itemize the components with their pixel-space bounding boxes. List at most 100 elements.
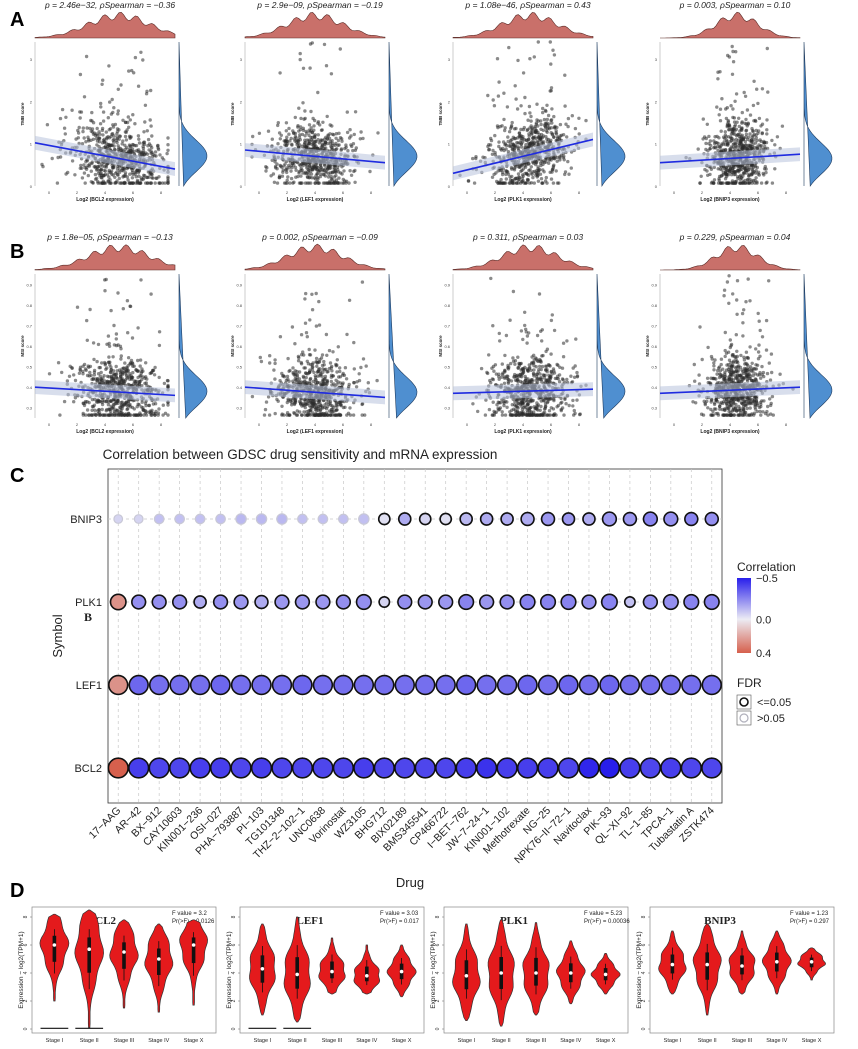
y-tick-label: 0.4: [444, 385, 450, 390]
scatter-point: [115, 411, 119, 416]
scatter-point: [78, 72, 83, 77]
scatter-point: [540, 328, 544, 332]
scatter-point: [560, 400, 564, 404]
scatter-point: [154, 409, 158, 414]
scatter-point: [137, 403, 141, 407]
y-tick-label: 0.5: [651, 365, 657, 370]
scatter-point: [166, 175, 170, 179]
scatter-point: [126, 331, 130, 335]
scatter-point: [130, 68, 134, 73]
right-density: [596, 273, 626, 419]
scatter-point: [72, 373, 76, 377]
scatter-point: [88, 307, 92, 312]
scatter-point: [66, 170, 70, 175]
scatter-point: [348, 169, 352, 173]
scatter-point: [123, 181, 128, 185]
scatter-point: [285, 166, 289, 170]
scatter-point: [311, 139, 315, 143]
scatter-point: [131, 113, 135, 117]
scatter-point: [497, 180, 502, 184]
scatter-point: [316, 121, 320, 125]
scatter-point: [486, 93, 490, 98]
scatter-point: [321, 379, 325, 383]
scatter-point: [259, 359, 264, 364]
scatter-point: [531, 160, 535, 164]
scatter-point: [298, 133, 302, 137]
scatter-point: [760, 87, 765, 91]
scatter-point: [736, 132, 740, 137]
scatter-point: [558, 156, 562, 160]
scatter-point: [521, 337, 525, 342]
scatter-point: [519, 361, 523, 366]
scatter-point: [325, 114, 329, 119]
scatter-point: [166, 403, 170, 407]
stats-caption: p = 1.08e−46, ρSpearman = 0.43: [464, 0, 590, 10]
scatter-point: [553, 156, 557, 160]
scatter-point: [336, 345, 340, 349]
scatter-point: [62, 126, 67, 130]
scatter-point: [150, 154, 155, 159]
scatter-point: [549, 62, 553, 66]
scatter-point: [112, 323, 116, 328]
scatter-point: [97, 137, 101, 141]
y-tick-label: 0.5: [236, 365, 242, 370]
scatter-point: [289, 136, 293, 141]
scatter-point: [359, 365, 363, 370]
scatter-point: [491, 148, 495, 153]
scatter-point: [752, 132, 756, 137]
scatter-point: [307, 164, 312, 168]
scatter-point: [739, 353, 743, 358]
scatter-point: [114, 138, 119, 143]
scatter-point: [527, 379, 531, 383]
scatter-point: [509, 166, 514, 170]
scatter-point: [136, 134, 141, 138]
top-density: [452, 12, 594, 39]
scatter-point: [765, 371, 770, 376]
scatter-point: [476, 409, 480, 414]
scatter-point: [712, 407, 717, 411]
scatter-point: [712, 181, 716, 185]
scatter-point: [765, 180, 769, 184]
scatter-point: [513, 136, 518, 141]
scatter-point: [299, 360, 303, 365]
regression-line: [452, 138, 594, 175]
scatter-point: [336, 168, 340, 172]
scatter-point: [107, 407, 111, 411]
scatter-point: [119, 410, 123, 415]
scatter-point: [309, 128, 313, 133]
scatter-point: [314, 360, 318, 364]
scatter-point: [303, 181, 308, 185]
scatter-point: [79, 163, 83, 168]
scatter-point: [737, 116, 741, 121]
scatter-point: [312, 124, 316, 128]
y-tick-label: 2: [240, 99, 243, 104]
scatter-point: [505, 405, 509, 409]
scatter-point: [575, 398, 579, 402]
scatter-point: [510, 174, 514, 179]
scatter-point: [512, 375, 516, 379]
scatter-point: [96, 171, 101, 175]
scatter-point: [502, 403, 506, 408]
scatter-point: [305, 409, 309, 414]
scatter-point: [146, 137, 151, 142]
scatter-point: [535, 333, 540, 338]
scatter-point: [326, 181, 330, 185]
scatter-point: [760, 131, 764, 136]
scatter-point: [280, 412, 284, 416]
scatter-point: [534, 173, 538, 177]
stats-caption: p = 1.8e−05, ρSpearman = −0.13: [46, 232, 173, 242]
scatter-point: [137, 174, 141, 178]
scatter-point: [692, 362, 696, 367]
scatter-point: [303, 109, 307, 113]
scatter-point: [271, 172, 276, 176]
scatter-point: [552, 397, 556, 401]
scatter-point: [557, 181, 561, 185]
scatter-point: [765, 46, 769, 51]
scatter-point: [323, 413, 327, 417]
scatter-point: [707, 134, 711, 139]
scatter-point: [109, 368, 113, 372]
scatter-point: [746, 277, 750, 281]
scatter-point: [156, 143, 160, 148]
scatter-point: [730, 72, 735, 77]
scatter-point: [531, 413, 535, 417]
